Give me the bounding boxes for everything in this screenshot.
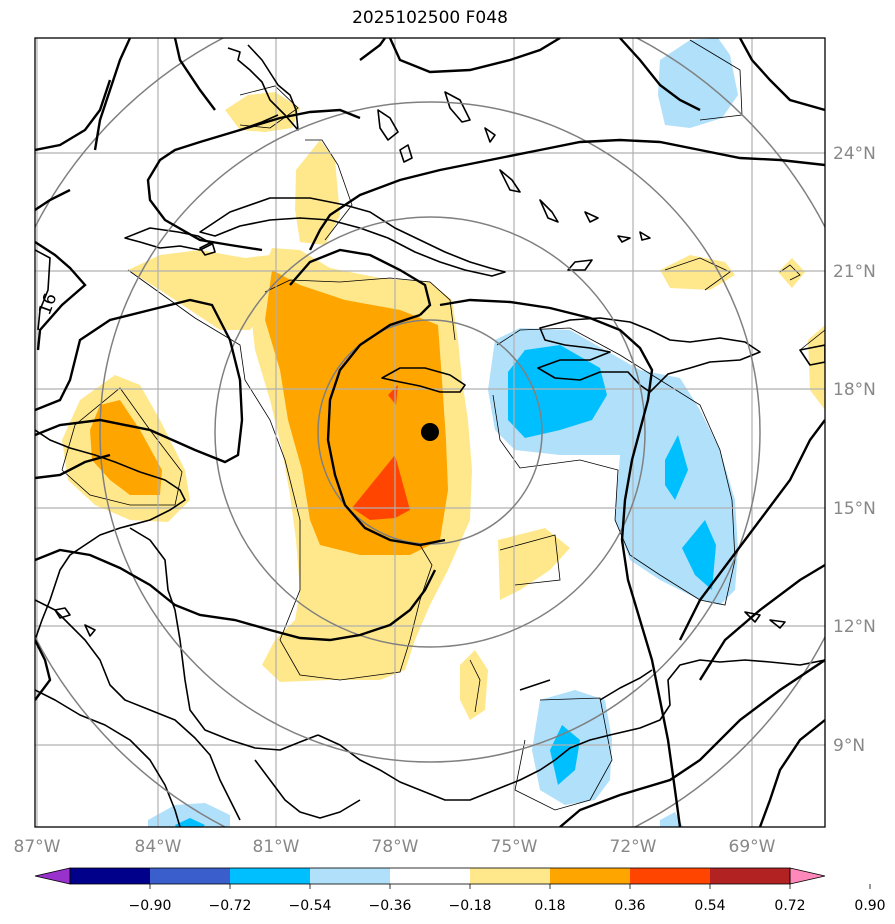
colorbar-tick-label: 0.54 xyxy=(694,898,725,914)
lat-tick-label: 24°N xyxy=(833,144,876,164)
negative-anomaly-core xyxy=(508,345,607,438)
colorbar-cell xyxy=(70,868,151,884)
lon-tick-label: 72°W xyxy=(610,837,657,857)
lat-tick-label: 12°N xyxy=(833,617,876,637)
lon-tick-labels: 87°W 84°W 81°W 78°W 75°W 72°W 69°W xyxy=(14,837,776,857)
colorbar-cell xyxy=(150,868,231,884)
lon-tick-label: 84°W xyxy=(135,837,182,857)
lat-tick-label: 9°N xyxy=(833,736,865,756)
colorbar-tick-label: −0.90 xyxy=(129,898,172,914)
lon-tick-label: 87°W xyxy=(14,837,61,857)
range-ring xyxy=(214,216,646,648)
colorbar-cell xyxy=(550,868,631,884)
colorbar-tick-label: −0.36 xyxy=(369,898,412,914)
lon-tick-label: 81°W xyxy=(253,837,300,857)
lat-tick-label: 15°N xyxy=(833,499,876,519)
colorbar-extend-low xyxy=(35,868,70,884)
lon-tick-label: 75°W xyxy=(491,837,538,857)
colorbar-tick-label: 0.90 xyxy=(854,898,885,914)
storm-center-marker xyxy=(421,423,439,441)
colorbar-tick-label: 0.72 xyxy=(774,898,805,914)
lat-tick-label: 21°N xyxy=(833,262,876,282)
range-ring xyxy=(99,101,761,763)
positive-anomaly-north xyxy=(128,250,275,330)
range-rings xyxy=(35,38,825,827)
colorbar-cell xyxy=(470,868,551,884)
colorbar-tick-label: −0.18 xyxy=(449,898,492,914)
lon-tick-label: 78°W xyxy=(372,837,419,857)
bold-isolines xyxy=(35,38,825,827)
colorbar-tick-label: −0.54 xyxy=(289,898,332,914)
plot-title: 2025102500 F048 xyxy=(352,8,508,28)
map-area: 16 xyxy=(35,38,825,827)
anomaly-fill xyxy=(62,38,825,827)
lat-tick-label: 18°N xyxy=(833,380,876,400)
colorbar-tick-label: 0.18 xyxy=(534,898,565,914)
map-frame xyxy=(34,37,826,828)
thin-contours xyxy=(61,39,825,811)
colorbar-cell xyxy=(630,868,711,884)
colorbar-cell xyxy=(390,868,471,884)
coastlines xyxy=(35,44,825,827)
colorbar-cell xyxy=(310,868,391,884)
lon-tick-label: 69°W xyxy=(729,837,776,857)
colorbar: −0.90 −0.72 −0.54 −0.36 −0.18 0.18 0.36 0.54 0.7… xyxy=(34,867,886,914)
colorbar-tick-label: 0.36 xyxy=(614,898,645,914)
colorbar-cell xyxy=(710,868,791,884)
colorbar-tick-label: −0.72 xyxy=(209,898,252,914)
colorbar-cell xyxy=(230,868,311,884)
lat-tick-labels: 24°N 21°N 18°N 15°N 12°N 9°N xyxy=(833,144,876,756)
colorbar-extend-high xyxy=(790,868,825,884)
